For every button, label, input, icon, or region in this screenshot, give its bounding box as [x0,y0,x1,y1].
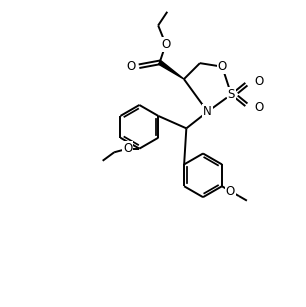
Text: O: O [254,75,263,88]
Text: O: O [123,142,132,155]
Text: O: O [254,101,263,114]
Text: O: O [161,38,170,51]
Text: O: O [126,60,136,72]
Text: O: O [226,185,235,198]
Text: S: S [228,88,235,101]
Text: N: N [203,105,212,118]
Polygon shape [159,61,184,79]
Text: O: O [218,60,227,73]
